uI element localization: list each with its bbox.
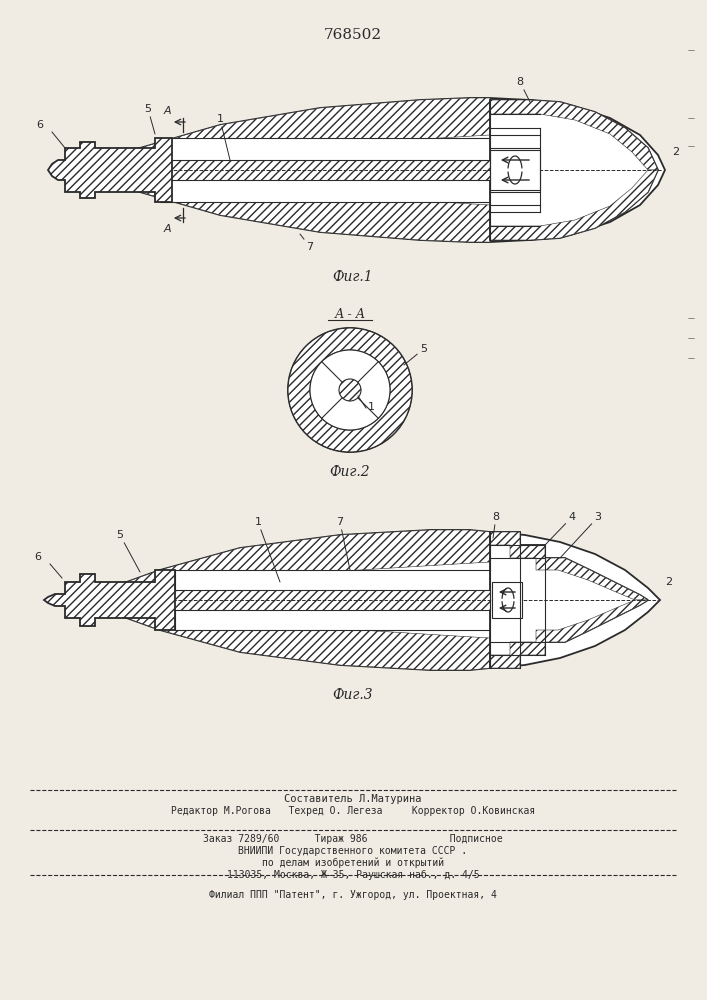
Polygon shape (490, 600, 648, 668)
Circle shape (339, 379, 361, 401)
Circle shape (310, 350, 390, 430)
Text: —: — (688, 47, 695, 53)
Text: А - А: А - А (334, 308, 366, 321)
Text: —: — (688, 115, 695, 121)
Text: —: — (688, 355, 695, 361)
Text: 6: 6 (37, 120, 44, 130)
Text: 113035, Москва, Ж-35, Раушская наб., д. 4/5: 113035, Москва, Ж-35, Раушская наб., д. … (227, 870, 479, 880)
Text: 1: 1 (368, 402, 375, 412)
Text: 2: 2 (672, 147, 679, 157)
Text: 8: 8 (516, 77, 530, 102)
Text: 1: 1 (216, 114, 230, 160)
Polygon shape (48, 138, 172, 202)
Text: 7: 7 (337, 517, 350, 570)
Circle shape (288, 328, 412, 452)
Polygon shape (90, 178, 490, 242)
Bar (490, 150, 540, 190)
Polygon shape (65, 98, 665, 242)
Text: 1: 1 (255, 517, 280, 582)
Text: —: — (688, 143, 695, 149)
Text: 6: 6 (35, 552, 42, 562)
Text: 8: 8 (493, 512, 500, 538)
Polygon shape (90, 98, 490, 162)
Polygon shape (490, 100, 658, 240)
Text: 5: 5 (144, 104, 155, 134)
Text: Редактор М.Рогова   Техред О. Легеза     Корректор О.Ковинская: Редактор М.Рогова Техред О. Легеза Корре… (171, 806, 535, 816)
Text: А: А (163, 224, 171, 234)
Text: 768502: 768502 (324, 28, 382, 42)
Text: Составитель Л.Матурина: Составитель Л.Матурина (284, 794, 422, 804)
Text: —: — (688, 315, 695, 321)
Text: Фиг.3: Фиг.3 (333, 688, 373, 702)
Text: 7: 7 (300, 234, 314, 252)
Text: ВНИИПИ Государственного комитета СССР .: ВНИИПИ Государственного комитета СССР . (238, 846, 467, 856)
Text: Заказ 7289/60      Тираж 986              Подписное: Заказ 7289/60 Тираж 986 Подписное (203, 834, 503, 844)
Text: 3: 3 (560, 512, 602, 558)
Polygon shape (44, 570, 175, 630)
Polygon shape (80, 530, 660, 670)
Text: 4: 4 (545, 512, 575, 545)
Text: —: — (688, 335, 695, 341)
Bar (492, 582, 522, 618)
Bar (175, 570, 490, 630)
Text: 5: 5 (117, 530, 140, 572)
Polygon shape (490, 532, 648, 600)
Text: 2: 2 (665, 577, 672, 587)
Bar (95, 590, 490, 610)
Text: по делам изобретений и открытий: по делам изобретений и открытий (262, 858, 444, 868)
Polygon shape (490, 170, 658, 240)
Polygon shape (110, 530, 490, 588)
Text: Фиг.1: Фиг.1 (333, 270, 373, 284)
Text: А: А (163, 106, 171, 116)
Bar (160, 138, 490, 202)
Text: Филиал ППП "Патент", г. Ужгород, ул. Проектная, 4: Филиал ППП "Патент", г. Ужгород, ул. Про… (209, 890, 497, 900)
Polygon shape (490, 100, 658, 170)
Bar (80, 160, 490, 180)
Text: Фиг.2: Фиг.2 (329, 465, 370, 479)
Text: 5: 5 (404, 344, 427, 365)
Polygon shape (110, 612, 490, 670)
Polygon shape (490, 532, 648, 668)
Wedge shape (288, 328, 412, 452)
